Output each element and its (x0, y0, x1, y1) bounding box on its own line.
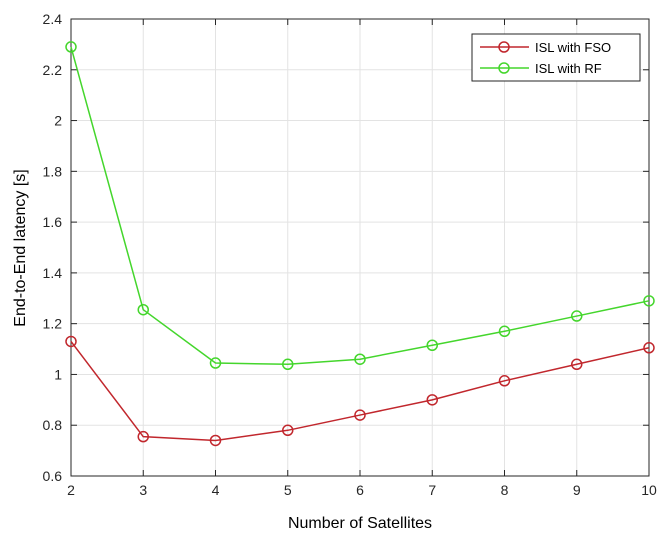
y-tick-label: 1 (54, 366, 62, 382)
series-1 (65, 335, 655, 447)
data-point (643, 342, 655, 354)
y-tick-label: 2.4 (43, 11, 63, 27)
y-tick-labels: 0.6 0.8 1 1.2 1.4 1.6 1.8 2 2.2 2.4 (43, 11, 63, 484)
series-2 (65, 41, 655, 371)
legend: ISL with FSO ISL with RF (471, 33, 641, 82)
data-point (65, 41, 77, 53)
y-tick-label: 1.4 (43, 265, 63, 281)
data-point (571, 310, 583, 322)
data-point (426, 394, 438, 406)
x-tick-label: 10 (641, 482, 657, 498)
data-point (282, 424, 294, 437)
legend-marker-rf (498, 62, 510, 74)
y-tick-label: 1.6 (43, 214, 63, 230)
y-tick-label: 1.8 (43, 163, 63, 179)
legend-box (471, 33, 641, 82)
x-tick-label: 4 (212, 482, 220, 498)
x-tick-label: 2 (67, 482, 75, 498)
legend-marker-fso (498, 41, 510, 53)
data-point (354, 353, 366, 365)
data-point (571, 358, 583, 371)
y-axis-label: End-to-End latency [s] (12, 169, 29, 326)
data-point (209, 434, 222, 447)
x-tick-label: 5 (284, 482, 292, 498)
x-tick-label: 6 (356, 482, 364, 498)
x-tick-label: 8 (501, 482, 509, 498)
x-axis-label: Number of Satellites (288, 515, 432, 532)
y-tick-label: 0.8 (43, 417, 63, 433)
data-point (426, 339, 438, 351)
series-line (70, 46, 650, 366)
series-line (70, 340, 650, 442)
data-point (137, 430, 149, 443)
legend-label-rf: ISL with RF (535, 61, 602, 76)
x-tick-label: 3 (139, 482, 147, 498)
y-tick-label: 2 (54, 113, 62, 129)
data-point (498, 325, 511, 338)
x-tick-labels: 2 3 4 5 6 7 8 9 10 (67, 482, 657, 498)
data-point (65, 335, 77, 348)
legend-label-fso: ISL with FSO (535, 40, 611, 55)
data-point (282, 358, 294, 371)
axis-ticks (70, 18, 650, 477)
data-point (209, 357, 222, 369)
y-tick-label: 1.2 (43, 316, 63, 332)
series-layer (65, 41, 655, 447)
data-point (498, 375, 511, 387)
data-point (643, 295, 655, 307)
x-tick-label: 7 (428, 482, 436, 498)
data-point (137, 303, 149, 316)
y-tick-label: 0.6 (43, 468, 63, 484)
x-tick-label: 9 (573, 482, 581, 498)
y-tick-label: 2.2 (43, 62, 63, 78)
data-point (354, 409, 366, 421)
